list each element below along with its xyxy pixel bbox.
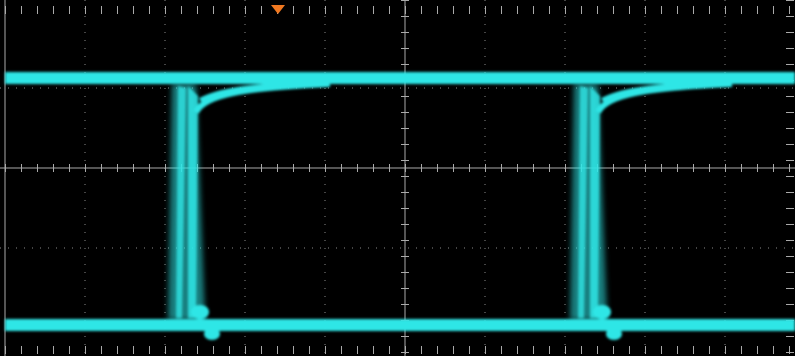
scope-screen bbox=[0, 0, 795, 356]
high-level bbox=[5, 72, 795, 84]
ringing bbox=[593, 305, 611, 319]
ringing bbox=[606, 328, 622, 340]
ringing bbox=[204, 328, 220, 340]
ringing bbox=[191, 305, 209, 319]
low-level bbox=[5, 319, 795, 331]
background bbox=[0, 0, 795, 356]
